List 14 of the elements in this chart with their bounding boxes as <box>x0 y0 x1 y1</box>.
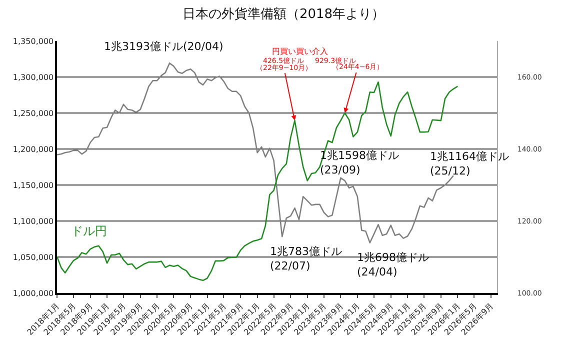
y-tick-label: 1,350,000 <box>12 36 54 46</box>
y-tick-label: 1,150,000 <box>12 180 54 190</box>
chart-title: 日本の外貨準備額（2018年より） <box>182 6 385 22</box>
annotation: 円買い買い介入 <box>272 47 328 56</box>
y-tick-label: 1,000,000 <box>12 288 54 298</box>
annotation: 1兆1164億ドル (25/12) <box>430 150 509 178</box>
y-tick-label: 1,200,000 <box>12 144 54 154</box>
annotation: 1兆3193億ドル(20/04) <box>104 40 224 53</box>
y-tick-label: 1,300,000 <box>12 72 54 82</box>
y-tick-label: 1,100,000 <box>12 216 54 226</box>
annotation: 1兆783億ドル (22/07) <box>270 245 342 272</box>
series-label: ドル円 <box>71 224 107 238</box>
y-tick-label: 1,250,000 <box>12 108 54 118</box>
y-tick-label: 1,050,000 <box>12 252 54 262</box>
